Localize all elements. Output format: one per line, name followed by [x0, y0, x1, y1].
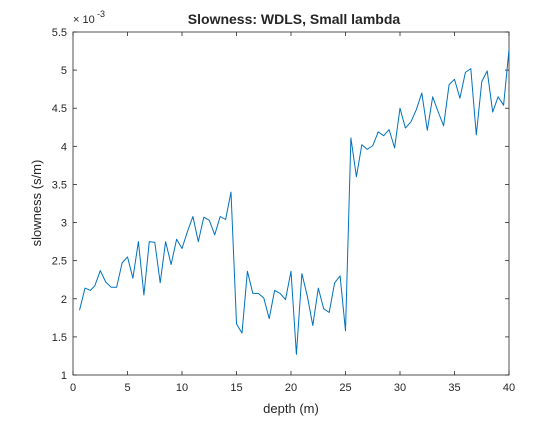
- y-tick-label: 4: [61, 141, 67, 153]
- x-tick-label: 20: [285, 382, 297, 394]
- y-exponent-base: × 10: [73, 14, 95, 26]
- y-axis-label: slowness (s/m): [29, 160, 44, 247]
- x-tick-label: 5: [124, 382, 130, 394]
- x-tick-label: 0: [70, 382, 76, 394]
- x-tick-label: 30: [394, 382, 406, 394]
- x-tick-label: 15: [230, 382, 242, 394]
- chart-title: Slowness: WDLS, Small lambda: [188, 11, 401, 27]
- x-axis-label: depth (m): [263, 401, 319, 416]
- y-exponent-label: × 10 -3: [73, 9, 105, 26]
- y-tick-label: 4.5: [52, 103, 67, 115]
- x-tick-label: 25: [339, 382, 351, 394]
- plot-area: [73, 32, 509, 375]
- x-tick-label: 40: [503, 382, 515, 394]
- y-tick-label: 2: [61, 294, 67, 306]
- y-tick-label: 3.5: [52, 179, 67, 191]
- y-tick-label: 1: [61, 370, 67, 382]
- y-tick-label: 3: [61, 218, 67, 230]
- y-exponent-power: -3: [97, 9, 105, 19]
- y-tick-label: 1.5: [52, 332, 67, 344]
- y-tick-label: 5: [61, 65, 67, 77]
- x-tick-label: 35: [448, 382, 460, 394]
- y-tick-label: 5.5: [52, 27, 67, 39]
- x-tick-label: 10: [176, 382, 188, 394]
- y-tick-label: 2.5: [52, 256, 67, 268]
